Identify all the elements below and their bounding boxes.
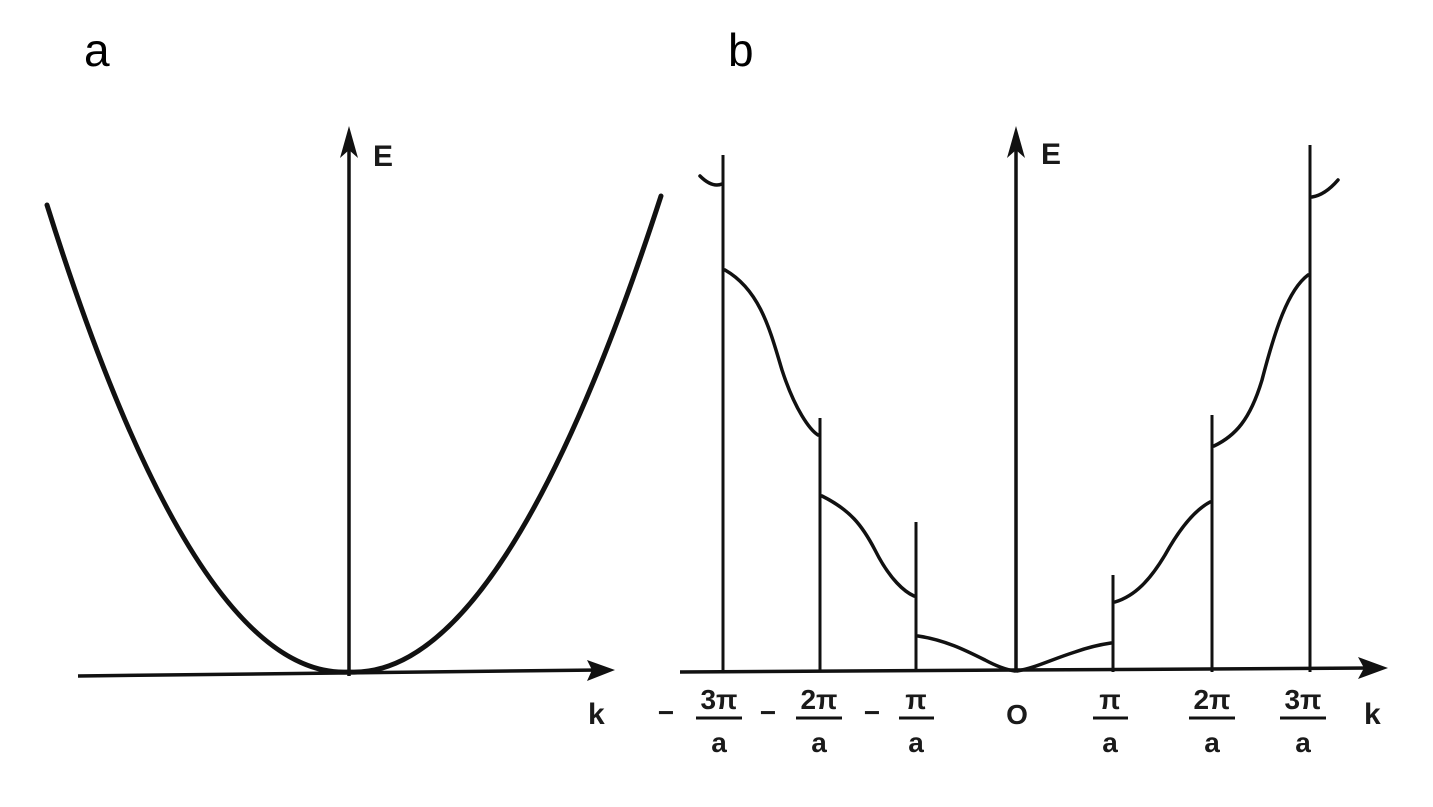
band-left-2 (820, 494, 916, 598)
panel-a-k-arrow (587, 660, 615, 681)
tick-minus-2pi-a: − 2π a (760, 684, 842, 758)
tick-numerator: 3π (700, 684, 737, 715)
band-right-2 (1113, 500, 1212, 604)
tick-2pi-a: 2π a (1189, 684, 1235, 758)
panel-b-e-arrow (1007, 126, 1025, 158)
tick-origin: O (1006, 699, 1028, 730)
panel-a-e-label: E (373, 140, 393, 173)
band-right-top-fragment (1310, 178, 1340, 199)
tick-denominator: a (1204, 727, 1220, 758)
panel-a-parabola (44, 193, 664, 675)
band-left-top-fragment (698, 174, 724, 187)
panel-b-e-label: E (1041, 138, 1061, 171)
tick-minus-3pi-a: − 3π a (658, 684, 742, 758)
panel-a-e-arrow (340, 126, 358, 158)
tick-minus-pi-a: − π a (864, 684, 934, 758)
tick-numerator: 3π (1284, 684, 1321, 715)
band-right-1 (1015, 641, 1113, 673)
panel-b-k-arrow (1358, 657, 1388, 679)
tick-numerator: π (1099, 684, 1120, 715)
tick-origin-label: O (1006, 699, 1028, 730)
tick-numerator: 2π (1193, 684, 1230, 715)
panel-b-k-label: k (1364, 698, 1381, 731)
panel-a-k-label: k (588, 698, 605, 731)
band-left-3 (723, 268, 820, 437)
tick-pi-a: π a (1093, 684, 1128, 758)
panel-a-label: a (84, 24, 110, 76)
tick-denominator: a (1295, 727, 1311, 758)
tick-numerator: π (905, 684, 926, 715)
tick-sign: − (658, 697, 674, 728)
band-right-3 (1212, 273, 1310, 448)
panel-a: E k (44, 126, 664, 731)
tick-3pi-a: 3π a (1280, 684, 1326, 758)
tick-denominator: a (908, 727, 924, 758)
tick-denominator: a (1102, 727, 1118, 758)
tick-sign: − (760, 697, 776, 728)
band-left-1 (916, 634, 1017, 673)
tick-denominator: a (711, 727, 727, 758)
panel-b: E k − 3π a − 2π a − (658, 126, 1388, 758)
tick-sign: − (864, 697, 880, 728)
tick-numerator: 2π (800, 684, 837, 715)
panel-b-label: b (728, 24, 754, 76)
tick-denominator: a (811, 727, 827, 758)
